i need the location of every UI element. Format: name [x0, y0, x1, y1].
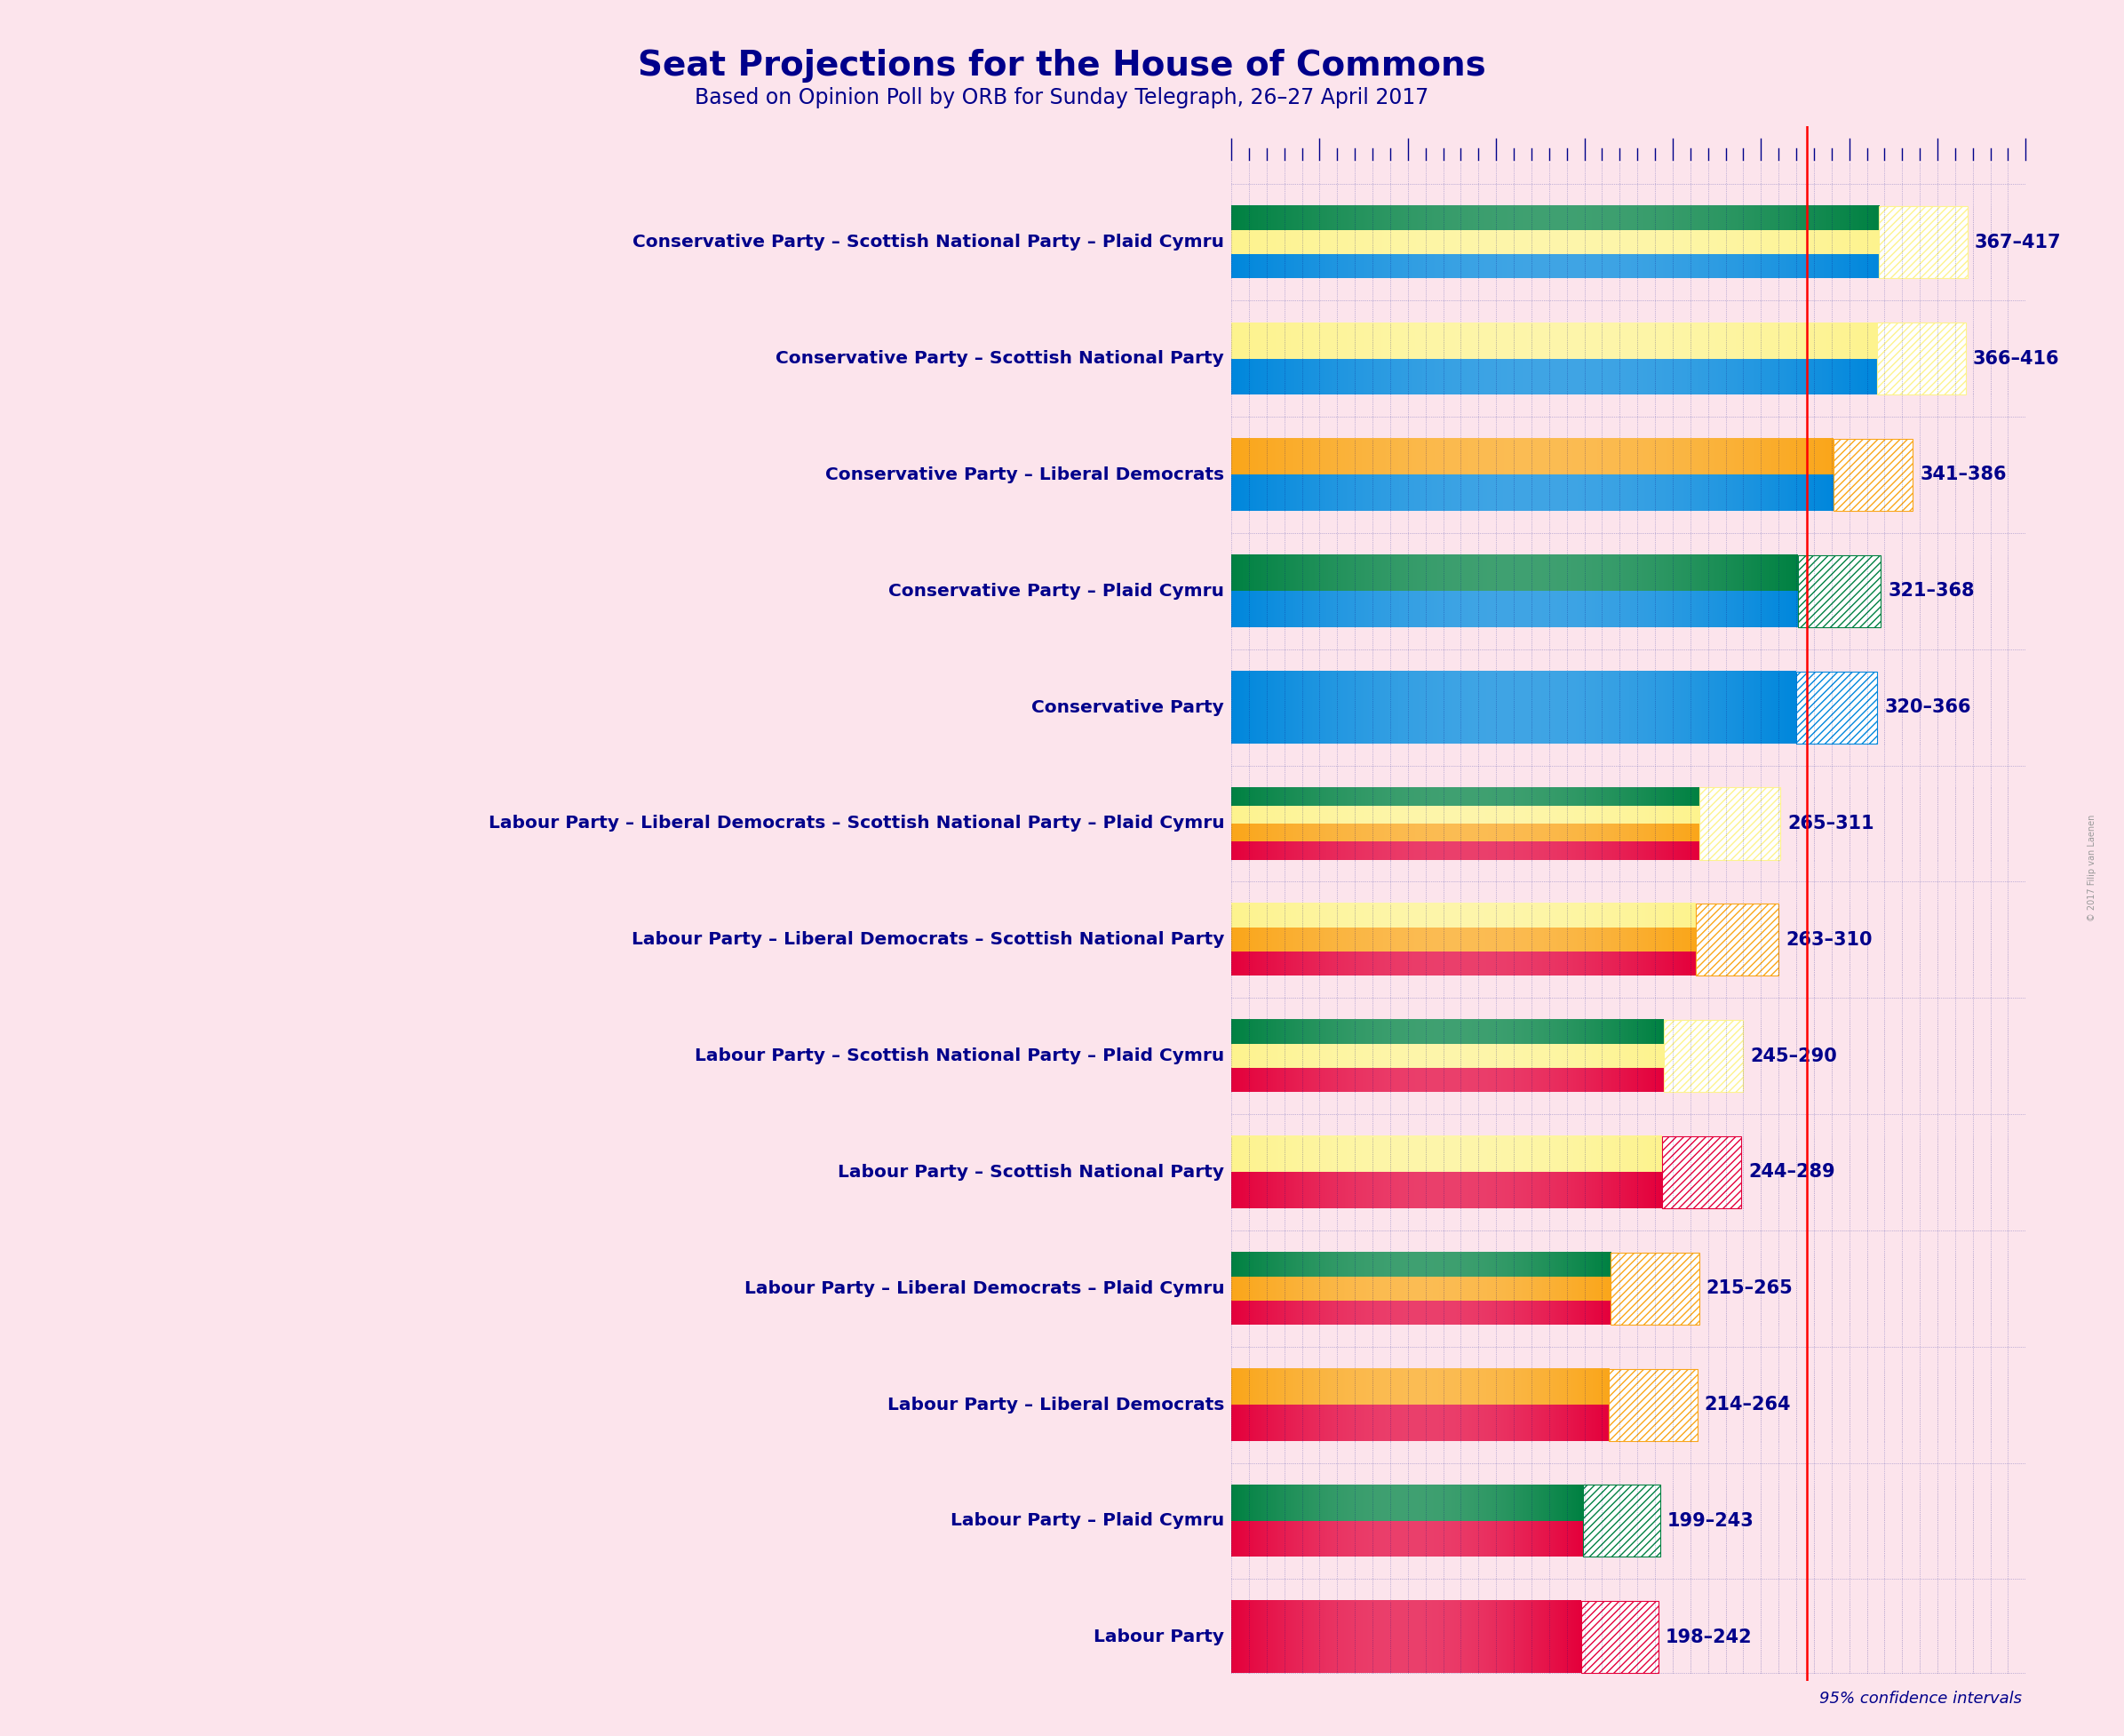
Bar	[1663, 1021, 1744, 1092]
Text: Labour Party: Labour Party	[1094, 1628, 1223, 1646]
Text: © 2017 Filip van Laenen: © 2017 Filip van Laenen	[2088, 814, 2096, 922]
Text: Conservative Party: Conservative Party	[1032, 700, 1223, 715]
Bar	[1582, 1484, 1661, 1557]
Text: Seat Projections for the House of Commons: Seat Projections for the House of Common…	[637, 49, 1487, 82]
Text: 366–416: 366–416	[1973, 349, 2060, 368]
Text: Labour Party – Scottish National Party: Labour Party – Scottish National Party	[837, 1163, 1223, 1180]
Text: Labour Party – Liberal Democrats – Plaid Cymru: Labour Party – Liberal Democrats – Plaid…	[743, 1279, 1223, 1297]
Bar	[1878, 323, 1965, 394]
Text: Conservative Party – Liberal Democrats: Conservative Party – Liberal Democrats	[826, 467, 1223, 483]
Text: Conservative Party – Scottish National Party: Conservative Party – Scottish National P…	[775, 351, 1223, 366]
Text: 215–265: 215–265	[1706, 1279, 1793, 1297]
Text: 95% confidence intervals: 95% confidence intervals	[1820, 1691, 2022, 1706]
Bar	[1699, 788, 1780, 859]
Bar	[1610, 1368, 1697, 1441]
Text: 214–264: 214–264	[1703, 1396, 1791, 1413]
Text: Labour Party – Liberal Democrats – Scottish National Party – Plaid Cymru: Labour Party – Liberal Democrats – Scott…	[489, 816, 1223, 832]
Bar	[1799, 556, 1882, 627]
Text: 263–310: 263–310	[1786, 930, 1871, 948]
Text: 245–290: 245–290	[1750, 1047, 1837, 1064]
Text: Labour Party – Plaid Cymru: Labour Party – Plaid Cymru	[949, 1512, 1223, 1529]
Bar	[1663, 1135, 1742, 1208]
Bar	[1833, 439, 1914, 510]
Bar	[1797, 672, 1878, 743]
Text: Labour Party – Liberal Democrats: Labour Party – Liberal Democrats	[888, 1396, 1223, 1413]
Text: 199–243: 199–243	[1667, 1512, 1754, 1529]
Text: 367–417: 367–417	[1975, 234, 2060, 252]
Bar	[1695, 904, 1778, 976]
Text: Conservative Party – Scottish National Party – Plaid Cymru: Conservative Party – Scottish National P…	[633, 234, 1223, 250]
Text: 341–386: 341–386	[1920, 465, 2007, 484]
Text: 321–368: 321–368	[1888, 582, 1975, 601]
Text: 244–289: 244–289	[1748, 1163, 1835, 1180]
Text: Labour Party – Liberal Democrats – Scottish National Party: Labour Party – Liberal Democrats – Scott…	[631, 930, 1223, 948]
Bar	[1880, 207, 1967, 278]
Text: 320–366: 320–366	[1884, 698, 1971, 717]
Text: 198–242: 198–242	[1665, 1628, 1752, 1646]
Bar	[1610, 1252, 1699, 1325]
Bar	[1580, 1601, 1659, 1674]
Text: Based on Opinion Poll by ORB for Sunday Telegraph, 26–27 April 2017: Based on Opinion Poll by ORB for Sunday …	[695, 87, 1429, 108]
Text: Labour Party – Scottish National Party – Plaid Cymru: Labour Party – Scottish National Party –…	[695, 1047, 1223, 1064]
Text: Conservative Party – Plaid Cymru: Conservative Party – Plaid Cymru	[888, 583, 1223, 599]
Text: 265–311: 265–311	[1788, 814, 1873, 833]
